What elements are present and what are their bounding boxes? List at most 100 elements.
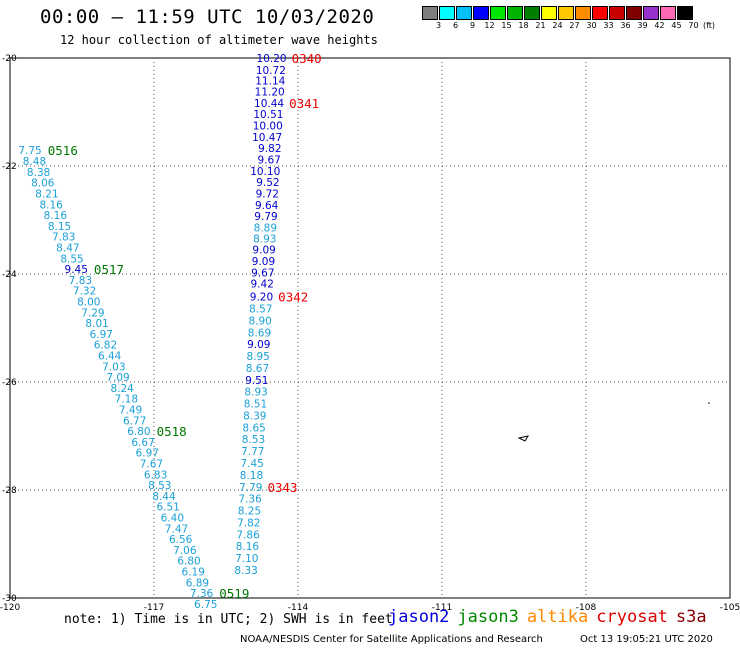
legend-label: 39 [637,21,648,30]
legend-swatch [456,6,472,20]
legend-swatch [626,6,642,20]
wave-height-label: 9.09 [247,339,270,351]
wave-height-label: 6.77 [123,415,146,427]
wave-height-label: 9.64 [255,200,279,212]
legend-swatch [439,6,455,20]
wave-height-label: 7.32 [73,286,96,298]
wave-height-label: 10.51 [253,109,283,121]
wave-height-label: 8.00 [77,297,100,309]
wave-height-label: 9.79 [254,211,277,223]
wave-height-label: 11.14 [255,76,285,88]
footer-org: NOAA/NESDIS Center for Satellite Applica… [240,634,543,645]
pass-time-label: 0342 [278,290,308,305]
legend-label: 42 [654,21,665,30]
wave-height-label: 7.47 [165,523,188,535]
legend-swatch [592,6,608,20]
wave-height-label: 7.67 [140,459,163,471]
wave-height-label: 6.56 [169,534,193,546]
legend-swatch [473,6,489,20]
lat-tick-label: -20 [2,54,17,64]
pass-time-label: 0343 [267,480,297,495]
lon-tick-label: -108 [576,603,597,613]
wave-height-label: 8.89 [254,223,277,235]
wave-height-label: 6.97 [90,329,113,341]
wave-height-label: 7.03 [102,361,125,373]
wave-height-label: 8.24 [110,383,134,395]
legend-label: 9 [469,21,476,30]
wave-height-label: 8.53 [148,480,171,492]
wave-height-label: 6.80 [127,426,150,438]
lon-tick-label: -120 [0,603,20,613]
legend-label: 3 [435,21,442,30]
wave-height-label: 6.80 [177,556,200,568]
legend-swatch [507,6,523,20]
pass-time-label: 0341 [289,96,319,111]
wave-height-label: 8.16 [39,199,63,211]
satellite-name: jason2 [388,607,450,627]
legend-labels: 3 6 9 12 15 18 21 24 27 30 33 36 39 42 45 70 (ft) [430,21,715,30]
satellite-name: jason3 [457,607,519,627]
color-legend: 3 6 9 12 15 18 21 24 27 30 33 36 39 42 45 70 (ft) [422,6,715,30]
lon-tick-label: -111 [432,603,452,613]
satellite-name: s3a [675,607,707,627]
wave-height-label: 7.36 [190,588,214,600]
satellite-legend: jason2 jason3 altika cryosat s3a [388,607,715,627]
wave-height-label: 7.18 [115,394,138,406]
pass-time-label: 0517 [94,262,124,277]
wave-height-label: 8.33 [234,565,257,577]
wave-height-label: 7.29 [81,307,104,319]
legend-label: 36 [620,21,631,30]
legend-swatch [677,6,693,20]
wave-height-label: 8.21 [35,189,58,201]
lat-tick-label: -24 [2,270,17,280]
wave-height-label: 10.72 [256,65,286,77]
pass-time-label: 0518 [157,424,187,439]
footer-timestamp: Oct 13 19:05:21 UTC 2020 [580,634,713,645]
wave-height-label: 8.51 [244,399,267,411]
wave-height-label: 8.67 [246,363,269,375]
wave-height-label: 7.06 [173,545,197,557]
legend-swatch [643,6,659,20]
wave-height-label: 6.19 [182,567,205,579]
wave-height-label: 8.18 [240,470,263,482]
legend-swatches [422,6,715,20]
wave-height-label: 6.83 [144,469,167,481]
wave-height-label: 9.51 [245,375,268,387]
wave-height-label: 7.45 [240,458,263,470]
lon-tick-label: -117 [144,603,164,613]
wave-height-label: 8.16 [44,210,68,222]
wave-height-label: 10.10 [250,166,280,178]
map-subtitle: 12 hour collection of altimeter wave hei… [60,33,378,47]
pass-time-label: 0516 [48,143,78,158]
wave-height-label: 8.55 [60,253,83,265]
wave-height-label: 7.77 [241,446,264,458]
wave-height-label: 9.67 [251,267,274,279]
wave-height-label: 11.20 [255,86,285,98]
wave-height-label: 8.95 [246,351,269,363]
wave-height-label: 8.93 [244,387,267,399]
footer: NOAA/NESDIS Center for Satellite Applica… [240,634,713,645]
wave-height-label: 9.20 [250,292,273,304]
wave-height-label: 6.40 [161,513,184,525]
wave-height-label: 8.53 [242,434,265,446]
lat-tick-label: -30 [2,594,17,604]
satellite-name: altika [526,607,589,627]
legend-label: 6 [452,21,459,30]
wave-height-label: 8.15 [48,221,71,233]
legend-swatch [524,6,540,20]
wave-height-label: 7.79 [239,482,262,494]
legend-swatch [558,6,574,20]
wave-height-label: 6.82 [94,340,117,352]
wave-height-label: 7.83 [69,275,92,287]
wave-height-label: 9.72 [256,189,279,201]
wave-height-label: 8.69 [248,327,271,339]
wave-height-label: 9.42 [251,279,274,291]
wave-height-label: 9.67 [257,155,280,167]
wave-height-label: 7.36 [238,494,262,506]
wave-height-label: 9.09 [252,245,275,257]
legend-label: 33 [603,21,614,30]
legend-label: 18 [518,21,529,30]
wave-height-label: 7.75 [18,145,41,157]
legend-swatch [541,6,557,20]
